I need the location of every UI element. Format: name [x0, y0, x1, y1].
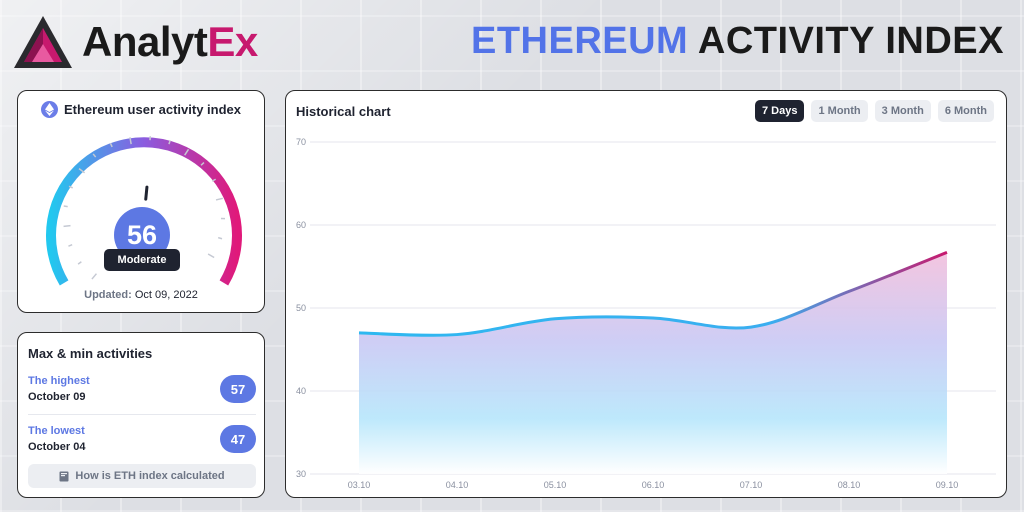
- chart-title: Historical chart: [296, 104, 391, 119]
- page-title: ETHEREUM ACTIVITY INDEX: [471, 20, 1004, 63]
- x-tick-label: 09.10: [936, 480, 959, 490]
- lowest-value-badge: 47: [220, 425, 256, 453]
- x-tick-label: 08.10: [838, 480, 861, 490]
- highest-label: The highest: [28, 375, 90, 387]
- x-tick-label: 07.10: [740, 480, 763, 490]
- gauge-tick: [63, 224, 71, 228]
- chart-labels: 30 40 50 60 70 03.10 04.10 05.10 06.10 07.10 08.10…: [296, 137, 958, 490]
- header: AnalytEx ETHEREUM ACTIVITY INDEX: [0, 0, 1024, 88]
- activity-index-header: Ethereum user activity index: [18, 101, 264, 118]
- x-tick-label: 04.10: [446, 480, 469, 490]
- gauge-tick: [63, 205, 68, 208]
- gauge-tick: [217, 236, 223, 240]
- chart-line: [358, 250, 948, 337]
- gauge-tick: [184, 148, 190, 156]
- gauge-needle: [144, 185, 149, 201]
- minmax-title: Max & min activities: [28, 346, 153, 361]
- how-calculated-button[interactable]: How is ETH index calculated: [28, 464, 256, 488]
- tab-7-days[interactable]: 7 Days: [755, 100, 805, 122]
- y-tick-label: 60: [296, 220, 306, 230]
- gauge-tick: [91, 273, 98, 280]
- how-calculated-label: How is ETH index calculated: [75, 470, 225, 482]
- y-tick-label: 70: [296, 137, 306, 147]
- lowest-label: The lowest: [28, 425, 85, 437]
- activity-index-title: Ethereum user activity index: [63, 102, 241, 117]
- activity-index-card: Ethereum user activity index 56 Moderate…: [17, 90, 265, 313]
- gauge-arc: [46, 137, 242, 286]
- gauge-tick: [109, 142, 113, 148]
- highest-row: The highest October 09 57: [28, 373, 256, 413]
- y-tick-label: 30: [296, 469, 306, 479]
- ethereum-icon: [40, 101, 58, 118]
- y-tick-label: 40: [296, 386, 306, 396]
- updated-info: Updated: Oct 09, 2022: [18, 289, 264, 301]
- gauge-tick: [215, 197, 223, 201]
- gauge-tick: [68, 185, 74, 189]
- page-title-accent: ETHEREUM: [470, 20, 689, 62]
- tab-1-month[interactable]: 1 Month: [811, 100, 868, 122]
- divider: [28, 414, 256, 415]
- gauge-tick: [78, 168, 86, 174]
- tab-6-month[interactable]: 6 Month: [937, 100, 994, 122]
- x-tick-label: 06.10: [642, 480, 665, 490]
- y-tick-label: 50: [296, 303, 306, 313]
- lowest-row: The lowest October 04 47: [28, 423, 256, 463]
- brand-name-accent: Ex: [207, 18, 258, 65]
- gauge-tick: [92, 153, 97, 158]
- page-title-main: ACTIVITY INDEX: [697, 20, 1004, 62]
- highest-value-badge: 57: [220, 375, 256, 403]
- brand-name: AnalytEx: [82, 18, 258, 66]
- gauge-tick: [200, 162, 205, 166]
- chart-area: [359, 252, 947, 474]
- book-icon: [59, 471, 69, 481]
- gauge-tick: [207, 253, 215, 259]
- x-tick-label: 05.10: [544, 480, 567, 490]
- updated-date: Oct 09, 2022: [134, 289, 198, 301]
- brand-name-main: Analyt: [82, 18, 208, 65]
- minmax-card: Max & min activities The highest October…: [17, 332, 265, 498]
- gauge-tick: [68, 244, 73, 247]
- gauge-tick: [168, 140, 171, 145]
- gauge-tick: [77, 261, 82, 265]
- gauge-ticks: [63, 136, 225, 280]
- historical-chart-card: 30 40 50 60 70 03.10 04.10 05.10 06.10 07.10 08.10…: [285, 90, 1007, 498]
- gauge-tick: [129, 137, 132, 145]
- gauge-tick: [211, 178, 217, 182]
- gauge-status-label: Moderate: [104, 249, 180, 271]
- tab-3-month[interactable]: 3 Month: [874, 100, 931, 122]
- timeframe-tabs: 7 Days 1 Month 3 Month 6 Month: [755, 100, 994, 122]
- highest-date: October 09: [28, 391, 86, 403]
- gauge: [46, 136, 242, 286]
- x-tick-label: 03.10: [348, 480, 371, 490]
- logo-icon: [14, 16, 72, 68]
- lowest-date: October 04: [28, 441, 86, 453]
- updated-label: Updated:: [84, 289, 132, 301]
- historical-chart: 30 40 50 60 70 03.10 04.10 05.10 06.10 07.10 08.10…: [296, 137, 996, 490]
